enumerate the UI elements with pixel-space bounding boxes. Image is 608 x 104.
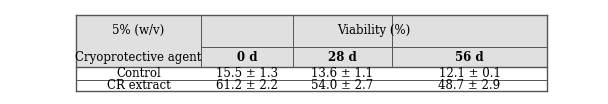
Bar <box>76 67 547 91</box>
Text: 0 d: 0 d <box>237 51 257 64</box>
Text: 15.5 ± 1.3: 15.5 ± 1.3 <box>216 67 278 80</box>
Text: CR extract: CR extract <box>106 79 170 92</box>
Text: 56 d: 56 d <box>455 51 484 64</box>
Text: 61.2 ± 2.2: 61.2 ± 2.2 <box>216 79 278 92</box>
Text: 28 d: 28 d <box>328 51 357 64</box>
Text: 54.0 ± 2.7: 54.0 ± 2.7 <box>311 79 373 92</box>
Bar <box>76 15 547 67</box>
Text: 12.1 ± 0.1: 12.1 ± 0.1 <box>438 67 500 80</box>
Text: 13.6 ± 1.1: 13.6 ± 1.1 <box>311 67 373 80</box>
Text: 5% (w/v): 5% (w/v) <box>112 24 165 37</box>
Text: Control: Control <box>116 67 161 80</box>
Text: 48.7 ± 2.9: 48.7 ± 2.9 <box>438 79 500 92</box>
Text: Cryoprotective agent: Cryoprotective agent <box>75 51 202 64</box>
Text: Viability (%): Viability (%) <box>337 24 410 37</box>
